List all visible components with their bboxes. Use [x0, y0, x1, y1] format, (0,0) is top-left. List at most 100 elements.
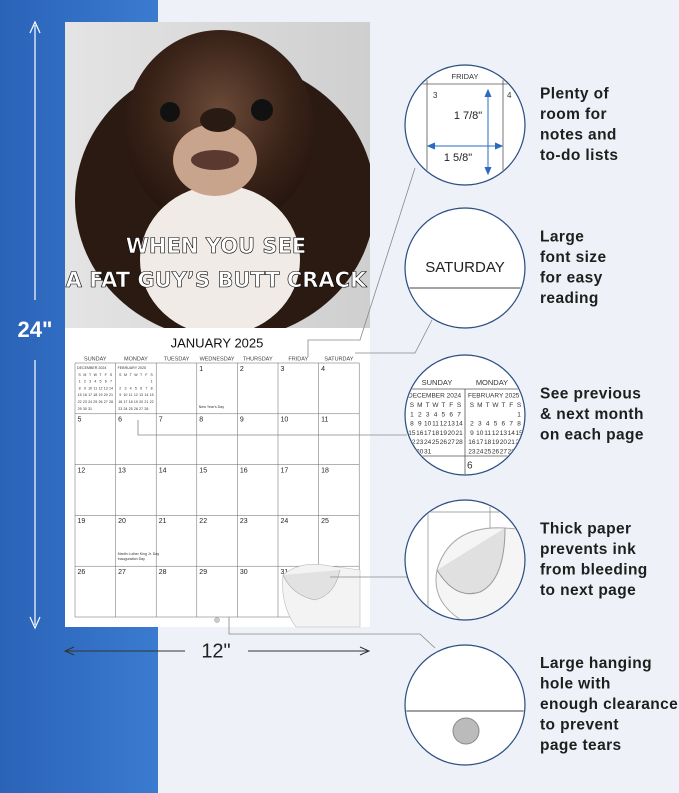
callout-date: 6: [467, 461, 473, 472]
mini-date: 16: [83, 393, 87, 397]
weekday: SUNDAY: [84, 356, 107, 362]
mini-date: 1: [151, 380, 153, 384]
mini-weekday: M: [477, 402, 482, 409]
date: 14: [159, 467, 167, 474]
calendar-grid: SUNDAY MONDAY TUESDAY WEDNESDAY THURSDAY FRID…: [74, 356, 360, 618]
mini-date: 26: [440, 439, 448, 446]
date: 19: [78, 518, 86, 525]
mini-date: 12: [99, 386, 103, 390]
date: 16: [240, 467, 248, 474]
feature-text: hole with: [540, 676, 611, 693]
mini-date: 13: [139, 393, 143, 397]
date: 1: [199, 366, 203, 373]
width-label: 12": [201, 640, 230, 662]
mini-date: 14: [455, 421, 463, 428]
mini-date: 7: [145, 386, 147, 390]
mini-date: 27: [448, 439, 456, 446]
mini-date: 10: [88, 386, 92, 390]
mini-weekday: S: [150, 373, 153, 377]
mini-weekday: F: [105, 373, 108, 377]
date: 6: [118, 417, 122, 424]
hanging-hole: [214, 617, 220, 623]
mini-weekday: S: [110, 373, 113, 377]
mini-date: 28: [109, 400, 113, 404]
date: 9: [240, 417, 244, 424]
mini-date: 13: [500, 430, 508, 437]
callout-date: 3: [433, 91, 438, 100]
mini-date: 17: [88, 393, 92, 397]
mini-date: 18: [484, 439, 492, 446]
mini-date: 17: [424, 430, 432, 437]
mini-date: 20: [104, 393, 108, 397]
mini-date: 9: [418, 421, 422, 428]
mini-title: DECEMBER 2024: [408, 393, 461, 400]
date: 23: [240, 518, 248, 525]
date: 28: [159, 569, 167, 576]
weekday: SATURDAY: [324, 356, 353, 362]
mini-date: 27: [500, 449, 508, 456]
feature-text: & next month: [540, 406, 644, 423]
photo: [65, 22, 370, 328]
feature-text: to next page: [540, 582, 636, 599]
mini-weekday: S: [517, 402, 522, 409]
mini-date: 20: [500, 439, 508, 446]
feature-text: Thick paper: [540, 520, 631, 537]
mini-date: 3: [124, 386, 126, 390]
mini-date: 21: [508, 439, 516, 446]
mini-date: 21: [109, 393, 113, 397]
mini-date: 12: [440, 421, 448, 428]
callouts: FRIDAY 3 4 1 7/8" 1 5/8" SATURDAY SUNDAY…: [404, 64, 526, 766]
mini-weekday: F: [509, 402, 513, 409]
feature-text: on each page: [540, 427, 644, 444]
date: 4: [321, 366, 325, 373]
mini-date: 4: [434, 411, 438, 418]
mini-date: 12: [134, 393, 138, 397]
mini-weekday: S: [410, 402, 415, 409]
mini-date: 24: [424, 439, 432, 446]
feature-text: reading: [540, 290, 599, 307]
mini-date: 3: [426, 411, 430, 418]
date: 21: [159, 518, 167, 525]
callout-day: SUNDAY: [422, 378, 453, 387]
weekday: THURSDAY: [243, 356, 273, 362]
mini-date: 25: [484, 449, 492, 456]
mini-date: 4: [94, 380, 96, 384]
mini-date: 11: [129, 393, 133, 397]
mini-date: 14: [109, 386, 113, 390]
date: 25: [321, 518, 329, 525]
mini-date: 13: [104, 386, 108, 390]
feature-text: for easy: [540, 269, 603, 286]
mini-date: 21: [144, 400, 148, 404]
mini-weekday: S: [457, 402, 462, 409]
width-measure: 1 5/8": [444, 152, 472, 164]
height-measure: 1 7/8": [454, 110, 482, 122]
mini-date: 10: [476, 430, 484, 437]
feature-text: to-do lists: [540, 147, 618, 164]
weekday: TUESDAY: [164, 356, 190, 362]
callout-day: MONDAY: [476, 378, 508, 387]
mini-date: 17: [123, 400, 127, 404]
date: 5: [78, 417, 82, 424]
date: 15: [199, 467, 207, 474]
date: 30: [240, 569, 248, 576]
mini-date: 6: [502, 421, 506, 428]
mini-date: 24: [123, 407, 127, 411]
mini-weekday: S: [78, 373, 81, 377]
mini-date: 23: [118, 407, 122, 411]
mini-date: 4: [486, 421, 490, 428]
mini-date: 13: [448, 421, 456, 428]
feature-list: Plenty of room for notes and to-do lists Lar…: [540, 85, 678, 754]
mini-date: 23: [83, 400, 87, 404]
mini-date: 24: [88, 400, 92, 404]
mini-weekday: M: [417, 402, 422, 409]
mini-date: 7: [110, 380, 112, 384]
date: 24: [281, 518, 289, 525]
callout-day: FRIDAY: [452, 72, 479, 81]
feature-text: from bleeding: [540, 561, 648, 578]
mini-date: 14: [508, 430, 516, 437]
date: 27: [118, 569, 126, 576]
mini-date: 25: [129, 407, 133, 411]
weekday: MONDAY: [124, 356, 148, 362]
mini-date: 8: [517, 421, 521, 428]
mini-date: 2: [84, 380, 86, 384]
